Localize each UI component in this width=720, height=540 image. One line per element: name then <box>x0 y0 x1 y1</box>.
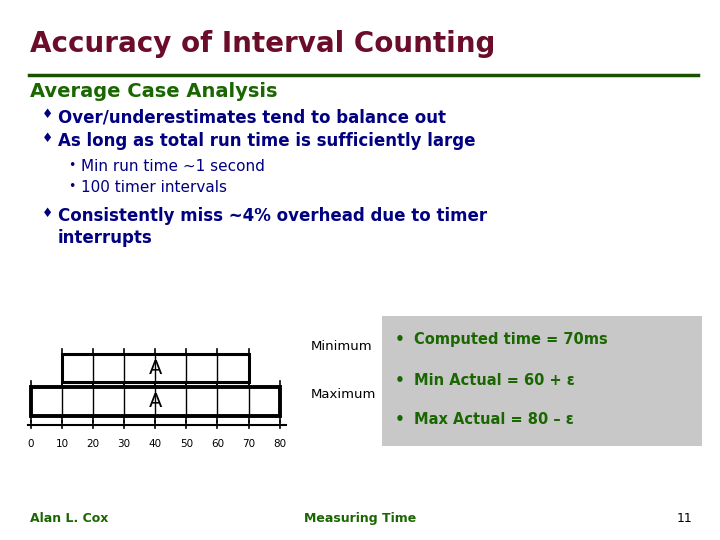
Text: •: • <box>68 159 76 172</box>
Text: Minimum: Minimum <box>311 340 373 353</box>
Text: ♦: ♦ <box>42 132 53 145</box>
Bar <box>62 354 248 382</box>
Text: Maximum: Maximum <box>311 388 377 401</box>
Text: 11: 11 <box>677 512 693 525</box>
Text: •: • <box>395 373 405 388</box>
Text: 100 timer intervals: 100 timer intervals <box>81 180 227 195</box>
Text: 70: 70 <box>242 439 255 449</box>
Text: Alan L. Cox: Alan L. Cox <box>30 512 109 525</box>
Bar <box>31 387 279 416</box>
Text: 80: 80 <box>273 439 287 449</box>
Text: Min run time ~1 second: Min run time ~1 second <box>81 159 264 174</box>
Text: 0: 0 <box>27 439 34 449</box>
Text: Accuracy of Interval Counting: Accuracy of Interval Counting <box>30 30 495 58</box>
Text: Computed time = 70ms: Computed time = 70ms <box>414 332 608 347</box>
Text: 60: 60 <box>211 439 224 449</box>
Text: •: • <box>68 180 76 193</box>
Text: A: A <box>148 392 162 411</box>
Text: •: • <box>395 332 405 347</box>
Text: interrupts: interrupts <box>58 229 153 247</box>
Text: 30: 30 <box>117 439 131 449</box>
Text: 10: 10 <box>55 439 68 449</box>
Text: Average Case Analysis: Average Case Analysis <box>30 82 278 101</box>
Text: A: A <box>148 359 162 378</box>
Text: 40: 40 <box>149 439 162 449</box>
Text: Max Actual = 80 – ε: Max Actual = 80 – ε <box>414 412 574 427</box>
Text: Consistently miss ~4% overhead due to timer: Consistently miss ~4% overhead due to ti… <box>58 207 487 225</box>
Text: Measuring Time: Measuring Time <box>304 512 416 525</box>
Text: 50: 50 <box>180 439 193 449</box>
Text: Min Actual = 60 + ε: Min Actual = 60 + ε <box>414 373 575 388</box>
Text: As long as total run time is sufficiently large: As long as total run time is sufficientl… <box>58 132 475 150</box>
Text: 20: 20 <box>86 439 99 449</box>
Text: ♦: ♦ <box>42 207 53 220</box>
Text: •: • <box>395 412 405 427</box>
Text: ♦: ♦ <box>42 108 53 121</box>
Text: Over/underestimates tend to balance out: Over/underestimates tend to balance out <box>58 108 446 126</box>
